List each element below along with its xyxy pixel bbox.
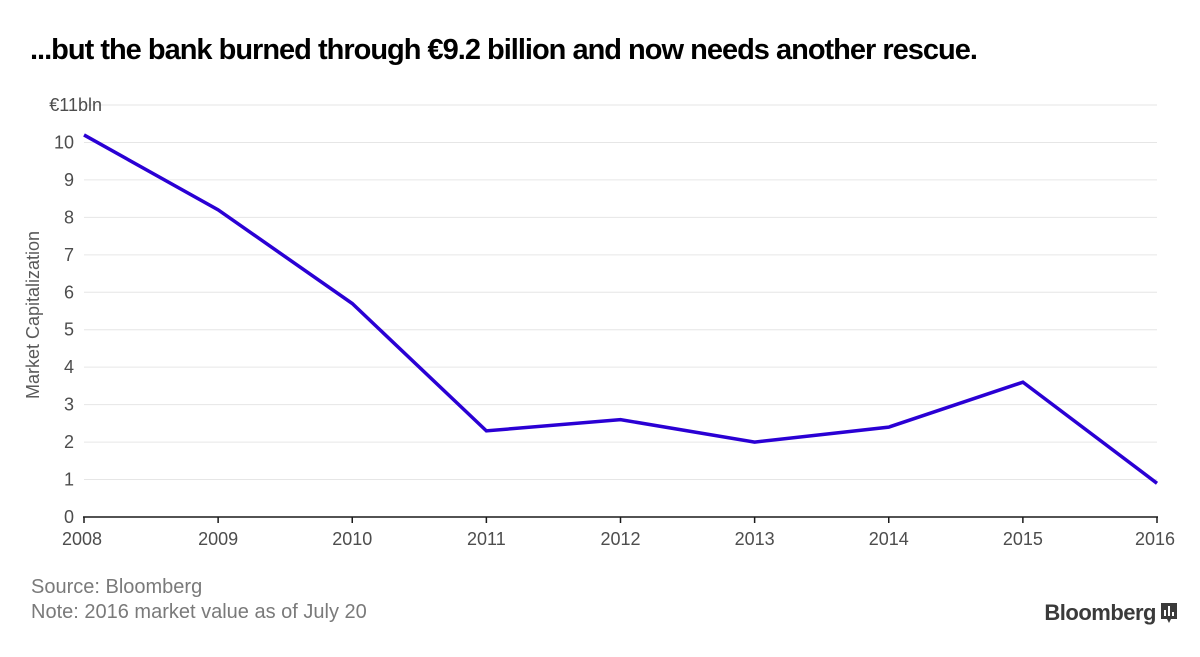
brand-name: Bloomberg [1044,600,1156,625]
series-line [83,133,1159,485]
x-tick-label: 2011 [467,529,506,549]
gridlines [84,104,1157,481]
source-note: Source: Bloomberg [31,576,203,598]
y-tick-label: 2 [64,432,74,452]
bloomberg-chart-icon [1161,603,1177,623]
brand-logo: Bloomberg [1044,600,1178,626]
y-tick-label: 10 [54,132,74,152]
y-tick-label: 6 [64,282,74,302]
y-tick-labels: 0 1 2 3 4 5 6 7 8 9 10 €11bln [49,95,102,527]
x-tick-label: 2012 [600,529,640,549]
x-tick-label: 2010 [332,529,372,549]
chart-footer: Source: Bloomberg Note: 2016 market valu… [31,575,367,625]
y-tick-label: 4 [64,357,74,377]
y-axis-label: Market Capitalization [23,231,43,399]
y-tick-label: €11bln [49,95,102,115]
chart-title: ...but the bank burned through €9.2 bill… [30,34,978,66]
x-tick-label: 2013 [735,529,775,549]
x-tick-label: 2016 [1135,529,1175,549]
y-tick-label: 7 [64,245,74,265]
x-tick-label: 2008 [62,529,102,549]
y-tick-label: 3 [64,395,74,415]
y-tick-label: 0 [64,507,74,527]
y-tick-label: 5 [64,320,74,340]
y-tick-label: 1 [64,470,74,490]
x-tick-label: 2014 [869,529,909,549]
date-note: Note: 2016 market value as of July 20 [31,601,367,623]
series [83,133,1159,485]
x-tick-label: 2015 [1003,529,1043,549]
y-tick-label: 8 [64,207,74,227]
x-tick-label: 2009 [198,529,238,549]
x-axis: 2008 2009 2010 2011 2012 2013 2014 2015 2016 [62,516,1175,549]
y-tick-label: 9 [64,170,74,190]
